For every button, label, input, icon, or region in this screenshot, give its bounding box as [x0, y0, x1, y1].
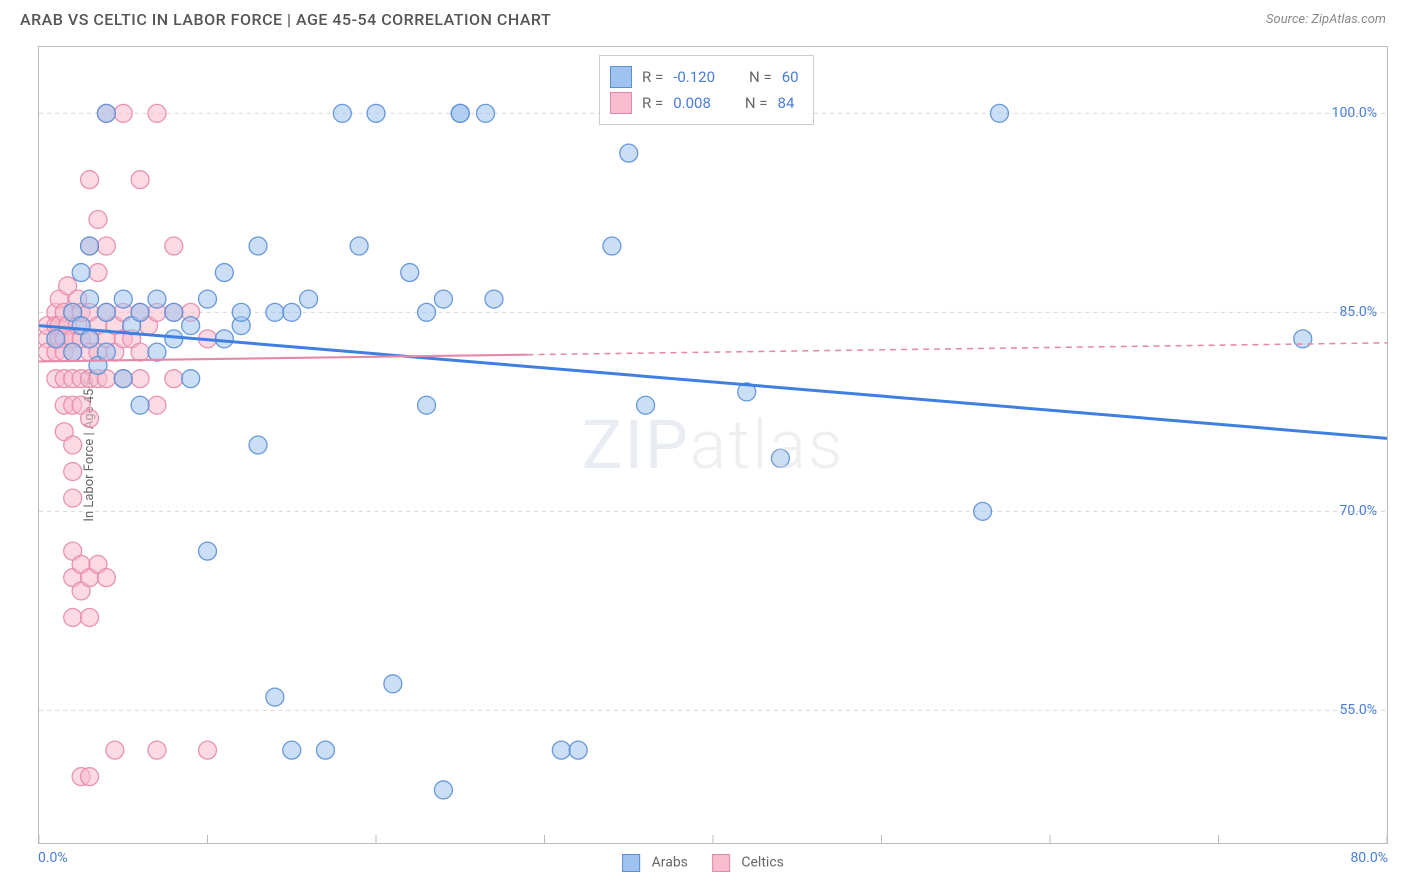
n-value-arabs: 60 — [782, 68, 799, 86]
legend-item-celtics: Celtics — [712, 854, 784, 872]
x-max-label: 80.0% — [1350, 850, 1388, 866]
r-value-arabs: -0.120 — [673, 68, 715, 86]
swatch-icon — [622, 854, 640, 872]
y-tick-label: 55.0% — [1339, 702, 1377, 718]
swatch-icon — [712, 854, 730, 872]
stats-row-arabs: R = -0.120 N = 60 — [610, 64, 799, 90]
y-tick-label: 70.0% — [1339, 503, 1377, 519]
plot-area: ZIPatlas R = -0.120 N = 60 R = 0.008 N =… — [38, 46, 1388, 844]
swatch-arabs — [610, 66, 632, 88]
stats-legend: R = -0.120 N = 60 R = 0.008 N = 84 — [599, 55, 814, 125]
swatch-celtics — [610, 92, 632, 114]
scatter-svg — [39, 47, 1387, 843]
r-value-celtics: 0.008 — [673, 94, 711, 112]
legend-item-arabs: Arabs — [622, 854, 688, 872]
source-attribution: Source: ZipAtlas.com — [1266, 12, 1386, 27]
y-tick-label: 85.0% — [1339, 304, 1377, 320]
stats-row-celtics: R = 0.008 N = 84 — [610, 90, 799, 116]
y-tick-label: 100.0% — [1332, 105, 1377, 121]
x-min-label: 0.0% — [38, 850, 68, 866]
chart-title: ARAB VS CELTIC IN LABOR FORCE | AGE 45-5… — [20, 10, 551, 29]
n-value-celtics: 84 — [778, 94, 795, 112]
series-legend: Arabs Celtics — [622, 854, 784, 872]
